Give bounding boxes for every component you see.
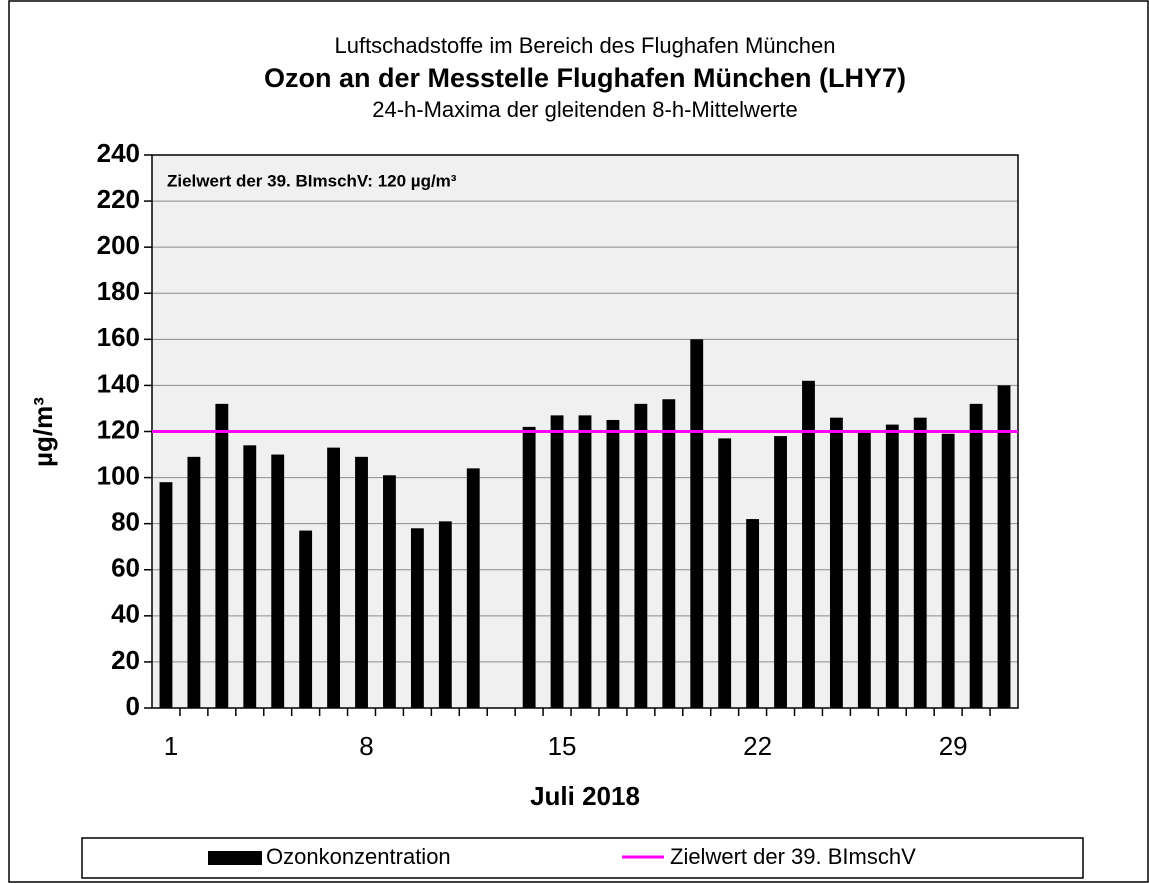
legend-label: Zielwert der 39. BImschV [670,844,916,869]
bar [997,385,1011,708]
y-tick-label: 140 [97,368,140,398]
chart-supertitle: Luftschadstoffe im Bereich des Flughafen… [334,33,835,58]
bar [466,468,480,708]
y-axis-label: µg/m³ [28,397,58,467]
y-tick-label: 160 [97,322,140,352]
legend-label: Ozonkonzentration [266,844,451,869]
bar [746,519,760,708]
bar [438,521,452,708]
chart-subtitle: 24-h-Maxima der gleitenden 8-h-Mittelwer… [372,97,798,122]
annotation: Zielwert der 39. BImschV: 120 µg/m³ [167,171,457,190]
bar [159,482,173,708]
y-tick-label: 120 [97,414,140,444]
y-tick-label: 100 [97,460,140,490]
y-tick-label: 240 [97,138,140,168]
y-tick-label: 0 [126,691,140,721]
x-tick-label: 29 [939,731,968,761]
y-tick-label: 200 [97,230,140,260]
x-tick-label: 15 [548,731,577,761]
bar [410,528,424,708]
bar [606,419,620,708]
y-tick-label: 80 [111,507,140,537]
y-tick-label: 40 [111,599,140,629]
bar [662,399,676,708]
bar [857,431,871,708]
bar [718,438,732,708]
bar [913,417,927,708]
bar [271,454,285,708]
bar [885,424,899,708]
bar [969,403,983,708]
bar [941,433,955,708]
bar [774,436,787,708]
bar [327,447,341,708]
bar [243,445,257,708]
x-tick-label: 8 [359,731,373,761]
bar [690,339,704,708]
chart-title: Ozon an der Messtelle Flughafen München … [264,63,906,93]
bar [829,417,843,708]
y-tick-label: 180 [97,276,140,306]
y-tick-label: 20 [111,645,140,675]
bar [522,426,536,708]
bar [550,415,564,708]
bar [578,415,592,708]
x-tick-label: 1 [164,731,178,761]
x-tick-label: 22 [743,731,772,761]
bar [187,456,201,708]
bar [383,475,396,708]
bar [299,530,313,708]
bar [634,403,648,708]
bar [802,380,815,708]
legend-swatch [208,851,262,865]
bar [215,403,229,708]
y-tick-label: 60 [111,553,140,583]
x-axis-label: Juli 2018 [530,781,640,811]
bar [355,456,368,708]
y-tick-label: 220 [97,184,140,214]
